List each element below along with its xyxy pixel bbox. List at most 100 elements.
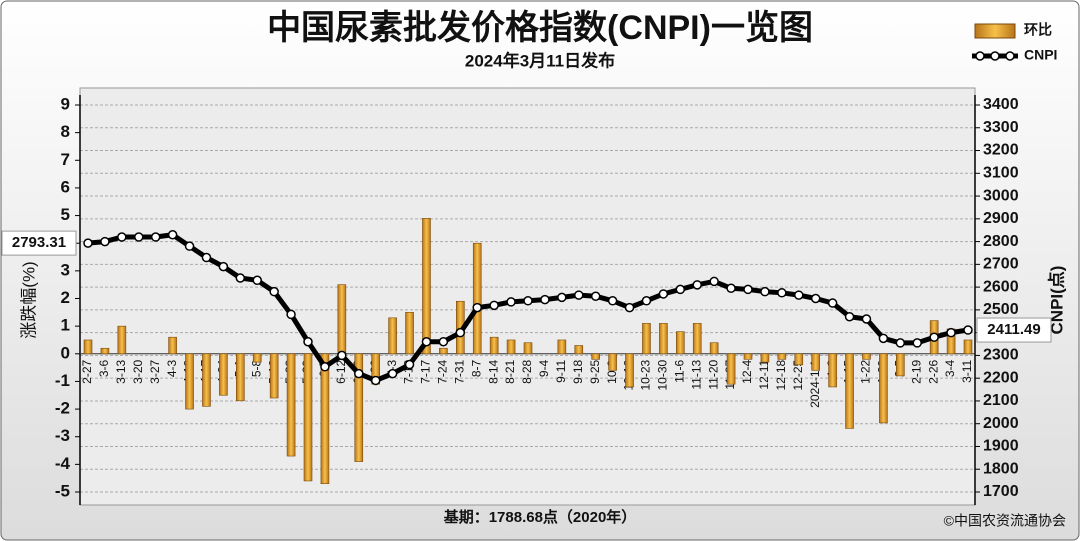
y-tick-label: 5: [61, 205, 70, 224]
x-tick-label: 9-4: [537, 359, 551, 377]
chart-subtitle: 2024年3月11日发布: [465, 50, 615, 70]
point: [184, 241, 195, 251]
x-tick-label: 12-4: [740, 359, 754, 383]
x-tick-label: 11-13: [689, 359, 703, 389]
bar: [879, 353, 888, 424]
point: [658, 289, 669, 299]
point: [574, 290, 584, 300]
x-tick-label: 9-11: [554, 359, 568, 382]
x-tick-label: 12-25: [791, 359, 805, 390]
point: [929, 332, 939, 342]
y2-tick-label: 3100: [983, 165, 1019, 182]
x-tick-label: 8-7: [469, 359, 483, 377]
y-tick-label: -2: [55, 399, 70, 418]
x-tick-label: 3-27: [148, 359, 162, 383]
point: [692, 280, 702, 290]
x-tick-label: 10-30: [656, 359, 670, 390]
bar: [828, 353, 837, 388]
y2-tick-label: 1700: [983, 483, 1019, 500]
base-note: 基期：1788.68点（2020年）: [443, 508, 637, 526]
x-tick-label: 9-25: [588, 359, 602, 383]
bar: [83, 339, 93, 355]
point: [523, 296, 533, 306]
bar: [100, 347, 110, 355]
bar: [337, 284, 347, 355]
bar: [303, 353, 313, 482]
point: [607, 296, 618, 306]
point: [370, 375, 381, 386]
y2-tick-label: 2000: [983, 415, 1019, 432]
x-tick-label: 2-26: [926, 359, 940, 383]
point: [506, 297, 516, 307]
y2-tick-label: 1900: [983, 438, 1019, 455]
point: [675, 284, 686, 295]
bar: [642, 323, 651, 355]
x-tick-label: 2-27: [80, 359, 94, 383]
legend-marker: [975, 51, 985, 61]
point: [641, 296, 652, 306]
callout-box: [1, 230, 77, 256]
y-tick-label: 3: [61, 260, 70, 279]
x-tick-label: 3-4: [943, 359, 957, 377]
point: [827, 298, 838, 308]
bar: [963, 339, 973, 355]
point: [455, 327, 466, 338]
point: [861, 314, 872, 324]
point: [150, 232, 161, 242]
x-tick-label: 7-17: [419, 359, 433, 383]
bar: [794, 353, 804, 366]
bar: [489, 336, 499, 355]
y-tick-label: -1: [55, 371, 70, 390]
bar: [236, 353, 245, 402]
x-tick-label: 3-13: [114, 359, 128, 383]
point: [167, 230, 178, 240]
point: [320, 362, 330, 372]
legend-swatch: [974, 23, 1016, 39]
y-tick-label: -5: [55, 481, 70, 500]
point: [794, 290, 804, 300]
bar: [219, 353, 228, 396]
legend-label: 环比: [1024, 22, 1052, 38]
bar: [269, 353, 279, 399]
x-tick-label: 1-22: [859, 359, 873, 383]
y2-tick-label: 2700: [983, 256, 1019, 273]
y-tick-label: 8: [61, 122, 70, 141]
x-tick-label: 4-3: [165, 359, 179, 377]
bar: [506, 339, 516, 355]
bar: [896, 353, 905, 377]
point: [303, 337, 313, 347]
y-tick-label: 2: [61, 288, 70, 307]
legend-marker: [990, 51, 1000, 61]
bar: [811, 353, 820, 371]
bar: [659, 323, 668, 355]
callout-box: [976, 317, 1052, 343]
x-tick-label: 7-31: [452, 359, 466, 383]
bar: [185, 353, 194, 410]
point: [117, 232, 127, 242]
x-tick-label: 2024-1-1: [808, 359, 822, 407]
bar: [168, 336, 177, 355]
y-tick-label: 6: [61, 177, 70, 196]
bar: [286, 353, 296, 457]
point: [624, 302, 635, 313]
bar: [320, 353, 330, 485]
point: [844, 311, 855, 322]
y2-tick-label: 2500: [983, 301, 1019, 318]
bar: [625, 353, 634, 388]
x-tick-label: 2-19: [909, 359, 923, 383]
bar: [845, 353, 854, 429]
y2-tick-label: 2100: [983, 392, 1019, 409]
bar: [422, 218, 431, 355]
bar: [743, 353, 753, 360]
point: [878, 333, 889, 344]
legend-label: CNPI: [1024, 47, 1057, 63]
y2-tick-label: 3400: [983, 96, 1019, 113]
bar: [388, 317, 397, 355]
point: [83, 238, 93, 248]
point: [760, 286, 770, 297]
x-tick-label: 10-23: [639, 359, 653, 390]
bar: [354, 353, 364, 462]
point: [777, 288, 787, 298]
